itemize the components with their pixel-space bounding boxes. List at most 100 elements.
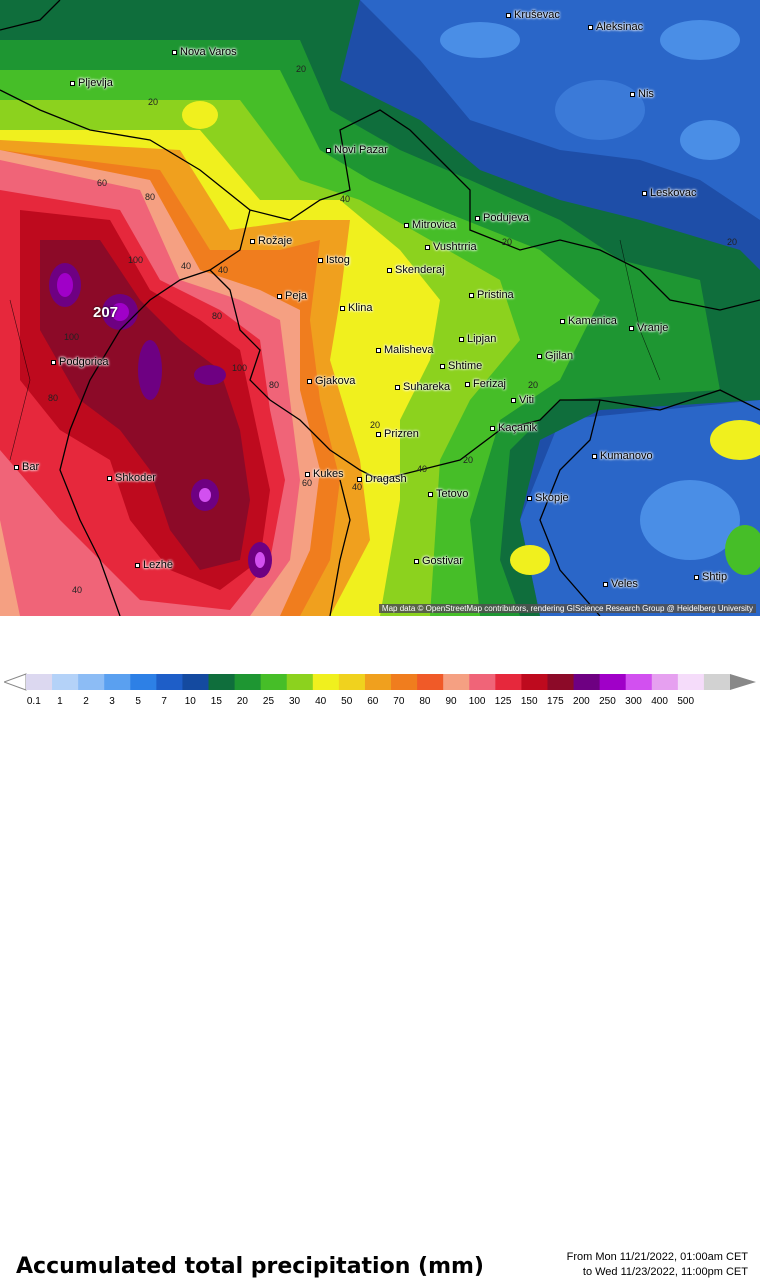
contour-label: 100: [232, 363, 248, 373]
contour-label: 40: [181, 261, 192, 271]
precipitation-map[interactable]: Kruševac Aleksinac Nova Varos Pljevlja N…: [0, 0, 760, 616]
city-label: Shtip: [694, 571, 727, 583]
scale-tick-label: 100: [468, 696, 486, 707]
scale-tick-label: 400: [651, 696, 668, 707]
scale-swatch: [469, 674, 496, 690]
city-label: Podgorica: [51, 356, 109, 368]
scale-arrow-high: [730, 674, 756, 690]
city-label: Shkoder: [107, 472, 156, 484]
city-label: Pljevlja: [70, 77, 113, 89]
contour-label: 80: [212, 311, 223, 321]
city-label: Prizren: [376, 428, 419, 440]
contour-label: 80: [145, 192, 156, 202]
contour-label: 100: [128, 255, 144, 265]
city-label: Gjakova: [307, 375, 355, 387]
scale-tick-label: 50: [341, 696, 353, 707]
scale-swatch: [260, 674, 288, 690]
city-label: Bar: [14, 461, 39, 473]
scale-tick-label: 40: [315, 696, 327, 707]
city-label: Gostivar: [414, 555, 463, 567]
scale-swatch: [443, 674, 470, 690]
city-label: Lipjan: [459, 333, 496, 345]
contour-label: 20: [370, 420, 381, 430]
scale-tick-label: 125: [494, 696, 512, 707]
scale-swatch: [599, 674, 627, 690]
scale-tick-label: 20: [236, 696, 248, 707]
city-label: Peja: [277, 290, 307, 302]
city-label: Kumanovo: [592, 450, 653, 462]
contour-label: 20: [528, 380, 539, 390]
city-label: Nis: [630, 88, 654, 100]
scale-tick-label: 80: [419, 696, 431, 707]
city-label: Veles: [603, 578, 638, 590]
contour-label: 20: [296, 64, 307, 74]
scale-swatch: [156, 674, 183, 690]
city-label: Gjilan: [537, 350, 573, 362]
contour-label: 80: [48, 393, 59, 403]
scale-tick-label: 150: [520, 696, 538, 707]
scale-tick-label: 30: [289, 696, 301, 707]
scale-swatch: [52, 674, 79, 690]
contour-label: 20: [727, 237, 738, 247]
precipitation-field: [0, 0, 760, 616]
city-label: Kaçanik: [490, 422, 537, 434]
contour-label: 60: [97, 178, 108, 188]
scale-tick-label: 175: [546, 696, 564, 707]
scale-tick-label: 500: [677, 696, 695, 707]
city-label: Dragash: [357, 473, 407, 485]
scale-swatch: [104, 674, 131, 690]
city-label: Nova Varos: [172, 46, 237, 58]
contour-label: 20: [463, 455, 474, 465]
period-to: to Wed 11/23/2022, 11:00pm CET: [582, 1266, 748, 1278]
city-label: Rožaje: [250, 235, 292, 247]
scale-swatch: [573, 674, 601, 690]
scale-swatch: [364, 674, 392, 690]
contour-label: 40: [417, 464, 428, 474]
scale-swatch: [286, 674, 314, 690]
city-label: Kukes: [305, 468, 344, 480]
city-label: Kruševac: [506, 9, 560, 21]
contour-label: 20: [148, 97, 159, 107]
city-label: Pristina: [469, 289, 514, 301]
contour-label: 40: [218, 265, 229, 275]
scale-tick-label: 200: [573, 696, 590, 707]
city-label: Mitrovica: [404, 219, 456, 231]
city-label: Istog: [318, 254, 350, 266]
city-label: Ferizaj: [465, 378, 506, 390]
city-label: Viti: [511, 394, 534, 406]
scale-tick-label: 10: [184, 696, 196, 707]
scale-tick-label: 60: [367, 696, 379, 707]
scale-tick-label: 90: [445, 696, 457, 707]
scale-tick-label: 250: [599, 696, 616, 707]
contour-label: 40: [352, 482, 363, 492]
city-label: Malisheva: [376, 344, 434, 356]
scale-swatch: [521, 674, 548, 690]
scale-tick-label: 25: [262, 696, 275, 707]
color-scale-bar: [4, 673, 756, 691]
scale-swatch: [391, 674, 418, 690]
city-label: Skenderaj: [387, 264, 445, 276]
scale-swatch: [417, 674, 444, 690]
scale-swatch: [208, 674, 236, 690]
contour-label: 100: [64, 332, 80, 342]
scale-tick-label: 2: [83, 696, 89, 707]
scale-tick-label: 70: [393, 696, 405, 707]
contour-label: 60: [302, 478, 313, 488]
city-label: Vushtrria: [425, 241, 477, 253]
scale-swatch: [130, 674, 157, 690]
scale-tick-label: 0.1: [26, 696, 41, 707]
scale-swatch: [703, 674, 731, 690]
scale-swatch: [495, 674, 522, 690]
scale-swatch: [78, 674, 105, 690]
city-label: Kamenica: [560, 315, 617, 327]
max-value-label: 207: [93, 304, 119, 321]
scale-swatch: [234, 674, 262, 690]
scale-swatch: [312, 674, 340, 690]
scale-swatch: [182, 674, 210, 690]
contour-label: 80: [269, 380, 280, 390]
scale-swatch: [338, 674, 366, 690]
city-label: Klina: [340, 302, 372, 314]
color-scale-ticks: 0.1 1 2 3 5 7 10 15 20 25 30 40 50 60 70 80 90 100 125 150 1…: [0, 696, 760, 710]
city-label: Podujeva: [475, 212, 529, 224]
city-label: Skopje: [527, 492, 569, 504]
